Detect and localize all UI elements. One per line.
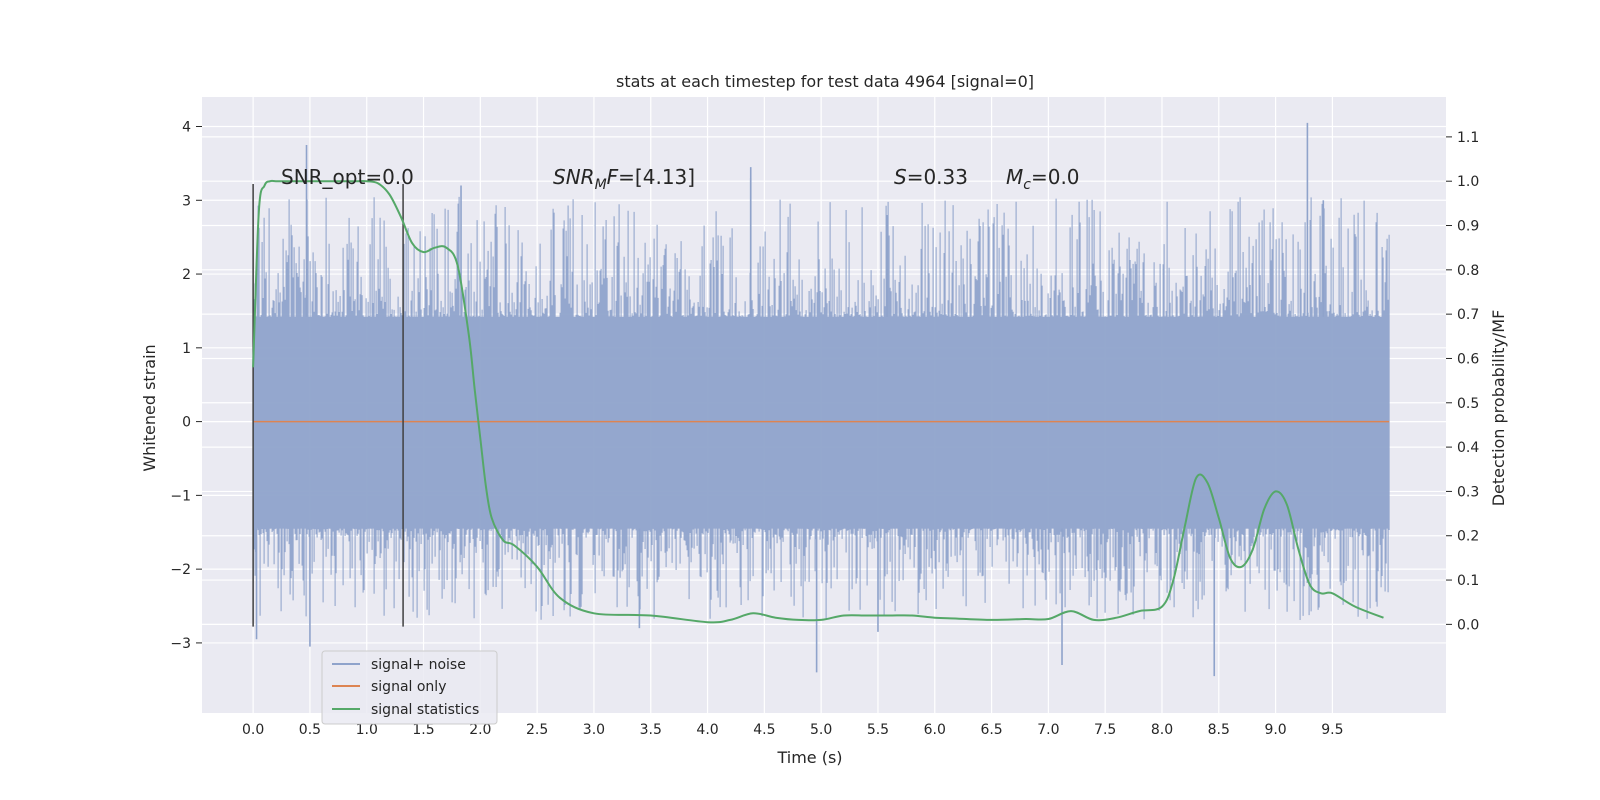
y-tick-label-right: 0.7	[1457, 307, 1479, 323]
y-tick-label-right: 1.1	[1457, 130, 1479, 146]
x-tick-label: 7.5	[1094, 722, 1116, 738]
y-tick-label-left: 0	[182, 415, 191, 431]
y-tick-label-right: 0.9	[1457, 219, 1479, 235]
y-tick-label-left: 4	[182, 120, 191, 136]
y-tick-label-right: 0.0	[1457, 617, 1479, 633]
legend-box	[321, 650, 498, 725]
annotation-snr-opt: SNR_opt=0.0	[281, 165, 414, 189]
x-tick-label: 8.5	[1208, 722, 1230, 738]
y-tick-label-right: 0.6	[1457, 351, 1479, 367]
annotation-snr-mf: SNRMF=[4.13]	[553, 165, 695, 193]
legend: signal+ noise signal only signal statist…	[321, 650, 498, 725]
y-axis-label-right: Detection probability/MF	[1489, 310, 1508, 507]
x-tick-label: 7.0	[1037, 722, 1059, 738]
x-tick-label: 5.0	[810, 722, 832, 738]
chart-title: stats at each timestep for test data 496…	[616, 72, 1034, 91]
y-tick-label-right: 0.2	[1457, 529, 1479, 545]
x-tick-label: 0.0	[242, 722, 264, 738]
annotation-mc-sub: c	[1023, 177, 1031, 193]
annotation-mc-base: M	[1006, 165, 1023, 189]
legend-label-signal-statistics: signal statistics	[371, 702, 479, 718]
annotation-mc-value: =0.0	[1031, 165, 1080, 189]
signal-statistics-line	[252, 179, 1384, 624]
y-tick-label-right: 1.0	[1457, 174, 1479, 190]
tick-labels: 0.0 0.5 1.0 1.5 2.0 2.5 3.0 3.5 4.0 4.5 5.0 5.5 6.0 6…	[170, 120, 1479, 738]
x-tick-label: 9.5	[1321, 722, 1343, 738]
x-tick-label: 3.0	[583, 722, 605, 738]
series-signal-statistics	[252, 179, 1384, 624]
y-tick-label-left: −1	[170, 488, 191, 504]
x-axis-label: Time (s)	[776, 748, 842, 767]
y-tick-label-left: 3	[182, 193, 191, 209]
x-tick-label: 5.5	[867, 722, 889, 738]
annotation-snr-mf-base: SNR	[553, 165, 595, 189]
x-tick-label: 2.5	[526, 722, 548, 738]
y-tick-label-right: 0.1	[1457, 573, 1479, 589]
y-tick-label-left: 1	[182, 341, 191, 357]
x-tick-label: 1.0	[356, 722, 378, 738]
x-tick-label: 9.0	[1264, 722, 1286, 738]
y-tick-label-left: −3	[170, 636, 191, 652]
legend-label-signal-only: signal only	[371, 679, 446, 695]
x-tick-label: 1.5	[412, 722, 434, 738]
x-tick-label: 2.0	[469, 722, 491, 738]
annotation-snr-mf-sub: M	[595, 177, 607, 193]
x-tick-label: 8.0	[1151, 722, 1173, 738]
legend-label-signal-plus-noise: signal+ noise	[371, 657, 466, 673]
x-tick-label: 6.5	[980, 722, 1002, 738]
y-tick-label-right: 0.3	[1457, 484, 1479, 500]
series-signal-plus-noise	[252, 122, 1390, 677]
annotation-s: S=0.33	[894, 165, 968, 189]
annotation-snr-mf-value: =[4.13]	[618, 165, 695, 189]
y-tick-label-right: 0.5	[1457, 396, 1479, 412]
vertical-markers	[252, 184, 404, 627]
x-tick-label: 4.0	[696, 722, 718, 738]
x-tick-label: 4.5	[753, 722, 775, 738]
x-tick-label: 0.5	[299, 722, 321, 738]
y-tick-label-left: −2	[170, 562, 191, 578]
x-tick-label: 6.0	[924, 722, 946, 738]
annotation-s-value: =0.33	[907, 165, 968, 189]
annotation-mc: Mc=0.0	[1006, 165, 1080, 193]
y-axis-label-left: Whitened strain	[140, 344, 159, 471]
y-tick-label-right: 0.4	[1457, 440, 1479, 456]
x-tick-label: 3.5	[640, 722, 662, 738]
y-tick-label-left: 2	[182, 267, 191, 283]
annotation-snr-mf-f: F	[607, 165, 619, 189]
y-tick-label-right: 0.8	[1457, 263, 1479, 279]
annotation-s-symbol: S	[894, 165, 907, 189]
